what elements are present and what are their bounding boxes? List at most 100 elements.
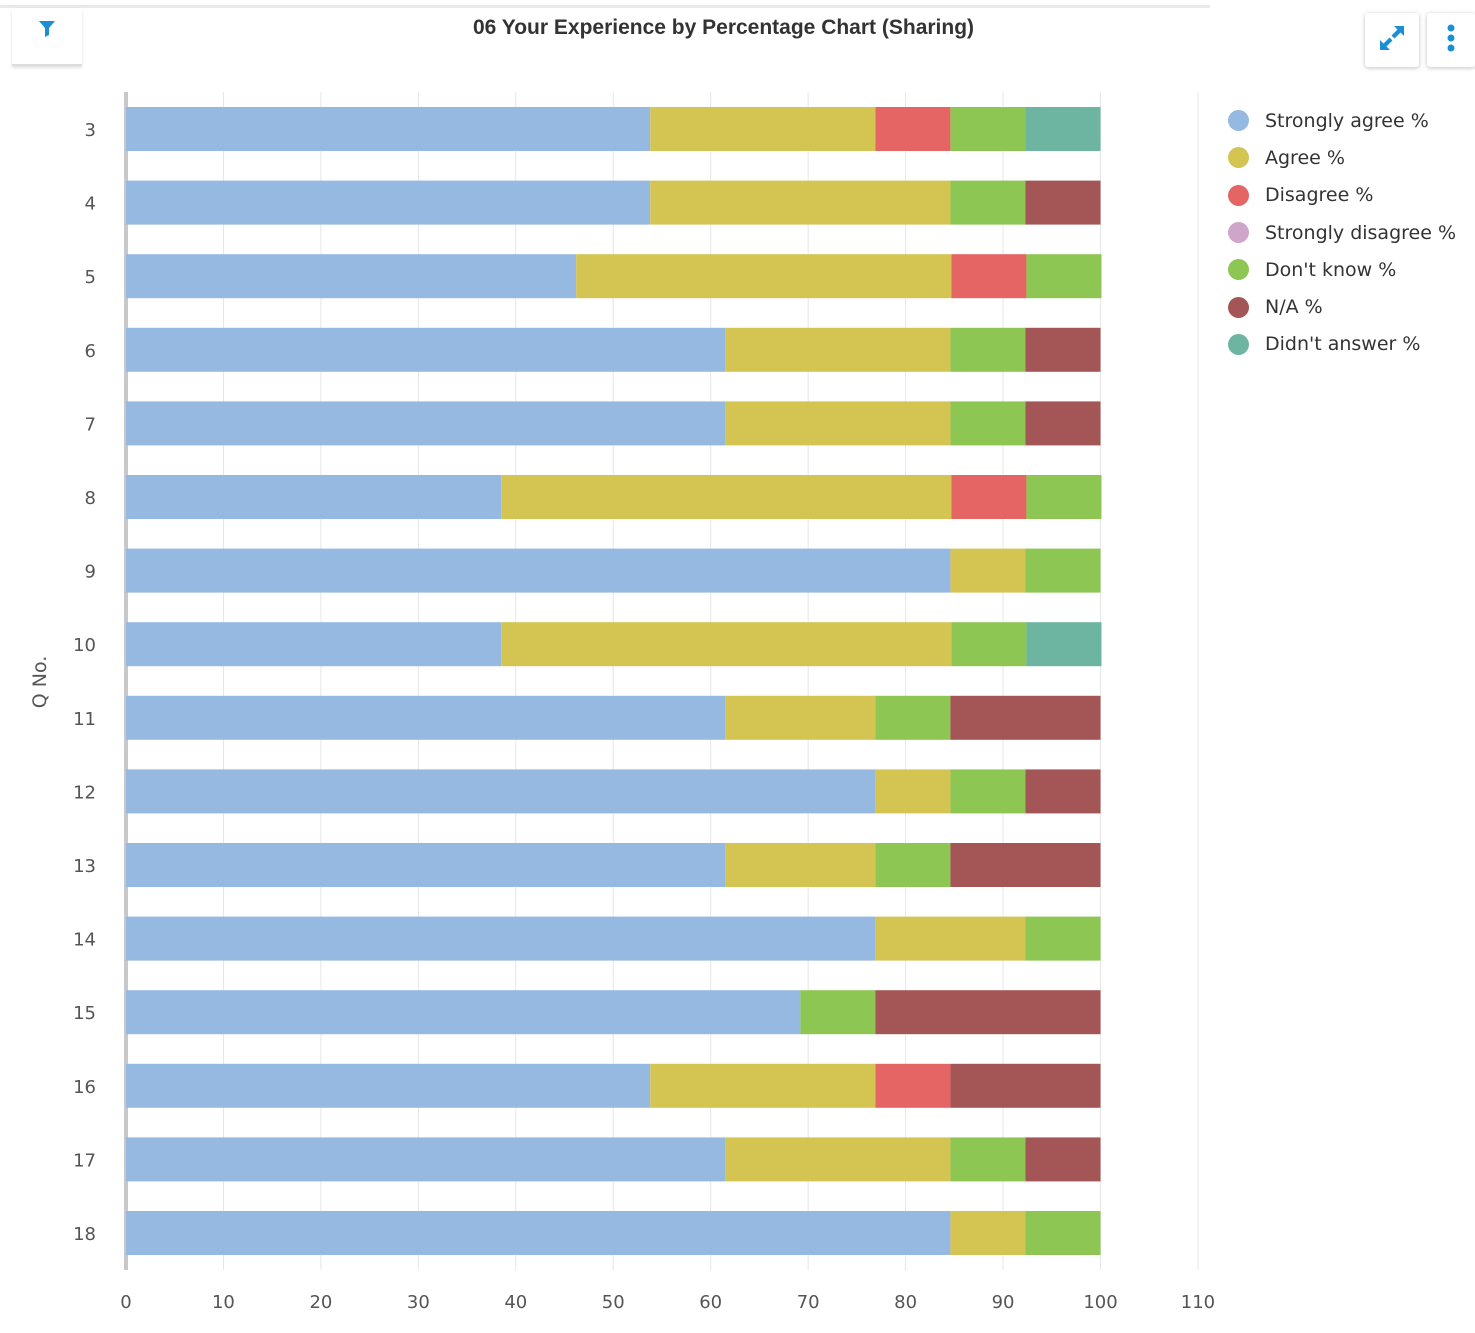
bar-segment — [650, 1063, 876, 1108]
y-tick-label: 12 — [73, 782, 96, 803]
legend-swatch — [1228, 259, 1249, 281]
bar-segment — [875, 769, 951, 814]
legend-item[interactable]: Don't know % — [1228, 251, 1456, 288]
bar-segment — [951, 622, 1027, 667]
vertical-dots-icon — [1446, 24, 1456, 56]
bar-segment — [1026, 475, 1102, 519]
top-cut-strip — [0, 0, 1475, 8]
bar-segment — [126, 769, 876, 814]
x-tick-label: 60 — [699, 1292, 722, 1313]
y-axis-title: Q No. — [29, 656, 51, 709]
bar-segment — [725, 695, 876, 740]
legend-label: Don't know % — [1265, 258, 1397, 281]
bar-segment — [950, 1063, 1101, 1108]
bar-segment — [650, 107, 876, 151]
legend-item[interactable]: N/A % — [1228, 288, 1456, 325]
chart-title: 06 Your Experience by Percentage Chart (… — [472, 16, 975, 39]
legend-label: Strongly agree % — [1265, 109, 1429, 132]
x-tick-label: 20 — [309, 1292, 332, 1313]
x-tick-label: 40 — [504, 1292, 527, 1313]
x-tick-label: 30 — [407, 1292, 430, 1313]
expand-button[interactable] — [1365, 13, 1419, 67]
bar-segment — [725, 401, 951, 446]
x-tick-label: 90 — [992, 1292, 1015, 1313]
legend-item[interactable]: Agree % — [1228, 139, 1456, 176]
bar-segment — [950, 180, 1026, 225]
bar-segment — [126, 695, 726, 740]
legend-label: N/A % — [1265, 296, 1323, 319]
bar-segment — [126, 548, 951, 593]
bar-segment — [126, 107, 651, 151]
legend-swatch — [1228, 296, 1249, 318]
bar-segment — [1025, 107, 1101, 151]
top-divider — [0, 5, 1210, 8]
legend-item[interactable]: Strongly agree % — [1228, 102, 1456, 139]
bar-segment — [950, 843, 1101, 887]
bar-segment — [126, 990, 801, 1035]
bar-segment — [950, 401, 1026, 446]
y-tick-label: 11 — [73, 709, 96, 730]
legend-label: Didn't answer % — [1265, 333, 1421, 356]
expand-icon — [1377, 23, 1407, 57]
legend-item[interactable]: Strongly disagree % — [1228, 214, 1456, 251]
legend-item[interactable]: Didn't answer % — [1228, 326, 1456, 363]
bar-segment — [1026, 622, 1102, 667]
bar-segment — [501, 622, 952, 667]
bar-segment — [501, 475, 952, 519]
filter-button[interactable] — [12, 8, 82, 66]
y-tick-label: 13 — [73, 856, 96, 877]
bar-segment — [725, 843, 876, 887]
bar-segment — [875, 990, 1101, 1035]
bar-segment — [126, 327, 726, 372]
bar-segment — [1025, 1137, 1101, 1182]
bar-segment — [950, 695, 1101, 740]
bar-segment — [126, 843, 726, 887]
bar-segment — [875, 843, 951, 887]
x-tick-label: 10 — [212, 1292, 235, 1313]
menu-button[interactable] — [1427, 13, 1475, 67]
bar-segment — [1025, 327, 1101, 372]
y-tick-label: 3 — [85, 120, 96, 141]
bar-segment — [950, 1211, 1026, 1255]
x-tick-label: 70 — [797, 1292, 820, 1313]
x-tick-label: 80 — [894, 1292, 917, 1313]
bar-segment — [950, 107, 1026, 151]
bar-segment — [126, 254, 577, 299]
chart-legend: Strongly agree % Agree % Disagree % Strongl… — [1228, 102, 1456, 363]
y-tick-label: 8 — [85, 488, 96, 509]
x-tick-label: 100 — [1083, 1292, 1117, 1313]
bar-segment — [950, 327, 1026, 372]
bar-segment — [1025, 180, 1101, 225]
bar-segment — [875, 1063, 951, 1108]
bar-segment — [1025, 548, 1101, 593]
y-tick-label: 17 — [73, 1150, 96, 1171]
bar-segment — [951, 254, 1027, 299]
y-tick-label: 6 — [85, 341, 96, 362]
legend-swatch — [1228, 147, 1249, 169]
bar-segment — [1025, 769, 1101, 814]
bar-segment — [126, 1211, 951, 1255]
legend-swatch — [1228, 222, 1249, 244]
legend-label: Strongly disagree % — [1265, 221, 1457, 244]
bar-segment — [951, 475, 1027, 519]
bar-segment — [126, 622, 502, 667]
bar-segment — [126, 475, 502, 519]
bar-segment — [875, 695, 951, 740]
bar-segment — [126, 1137, 726, 1182]
y-tick-label: 10 — [73, 635, 96, 656]
y-tick-label: 5 — [85, 267, 96, 288]
bar-segment — [126, 916, 876, 961]
y-tick-label: 9 — [85, 562, 96, 583]
bar-segment — [1026, 254, 1102, 299]
legend-swatch — [1228, 110, 1249, 132]
bar-segment — [875, 107, 951, 151]
bar-segment — [725, 327, 951, 372]
legend-item[interactable]: Disagree % — [1228, 177, 1456, 214]
bar-segment — [1025, 401, 1101, 446]
x-tick-label: 50 — [602, 1292, 625, 1313]
y-tick-label: 4 — [85, 194, 96, 215]
y-tick-label: 15 — [73, 1003, 96, 1024]
bar-segment — [800, 990, 876, 1035]
y-tick-label: 18 — [73, 1224, 96, 1245]
